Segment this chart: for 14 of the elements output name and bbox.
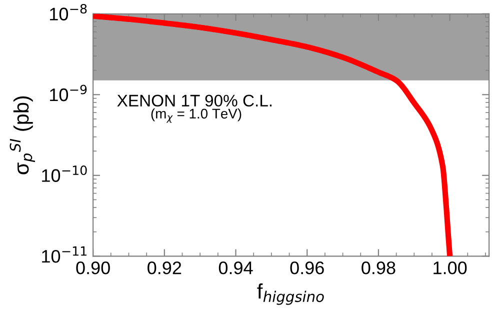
y-tick-label: 10$^{−9}$ bbox=[50, 84, 87, 102]
y-axis-title: σ$_{p}$$^{SI}$ (pb) bbox=[10, 96, 35, 174]
x-axis-title: f$_{higgsino}$ bbox=[257, 283, 324, 305]
x-tick-label: 0.96 bbox=[290, 261, 324, 274]
y-tick-label: 10$^{−11}$ bbox=[42, 246, 86, 263]
x-tick-label: 0.90 bbox=[76, 261, 110, 274]
band-label: XENON 1T 90% C.L. bbox=[117, 94, 272, 107]
y-tick-label: 10$^{−10}$ bbox=[42, 166, 87, 182]
x-tick-label: 0.94 bbox=[218, 261, 253, 274]
x-tick-label: 0.98 bbox=[362, 261, 396, 274]
x-tick-label: 0.92 bbox=[148, 261, 182, 274]
annotation: (m$_{χ}$ = 1.0 TeV) bbox=[151, 108, 242, 123]
x-tick-label: 1.00 bbox=[434, 261, 467, 274]
y-tick-label: 10$^{−8}$ bbox=[50, 4, 87, 20]
